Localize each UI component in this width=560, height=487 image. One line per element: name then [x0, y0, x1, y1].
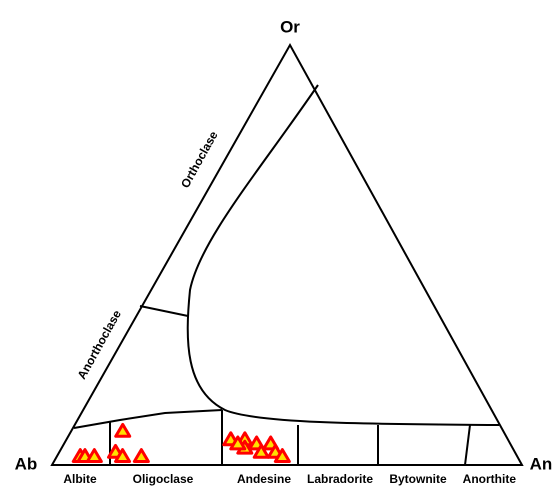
field-boundary	[139, 305, 189, 317]
field-label: Bytownite	[389, 472, 447, 486]
triangle-outline	[50, 42, 524, 466]
field-label: Anorthoclase	[75, 307, 125, 381]
data-point	[229, 435, 247, 451]
field-label: Orthoclase	[178, 129, 221, 191]
field-label: Labradorite	[307, 472, 373, 486]
field-boundary	[109, 410, 471, 466]
data-point	[114, 448, 132, 463]
data-point	[132, 448, 150, 463]
field-label: Anorthite	[463, 472, 517, 486]
field-label: Albite	[63, 472, 97, 486]
field-label: Oligoclase	[133, 472, 194, 486]
field-boundary	[186, 84, 500, 426]
field-label: Andesine	[237, 472, 291, 486]
corner-label: Ab	[15, 454, 38, 473]
data-point	[85, 448, 103, 463]
data-point	[114, 422, 132, 438]
data-point	[252, 443, 270, 459]
data-point	[273, 448, 291, 463]
corner-label: An	[530, 454, 553, 473]
field-boundary	[73, 409, 223, 429]
corner-label: Or	[280, 17, 300, 36]
